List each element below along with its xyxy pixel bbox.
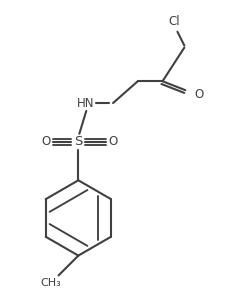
Text: O: O — [41, 135, 50, 148]
Text: Cl: Cl — [169, 15, 180, 28]
Text: O: O — [195, 88, 204, 101]
Text: CH₃: CH₃ — [40, 278, 61, 288]
Text: S: S — [74, 135, 82, 148]
Text: HN: HN — [76, 97, 94, 110]
Text: O: O — [108, 135, 118, 148]
